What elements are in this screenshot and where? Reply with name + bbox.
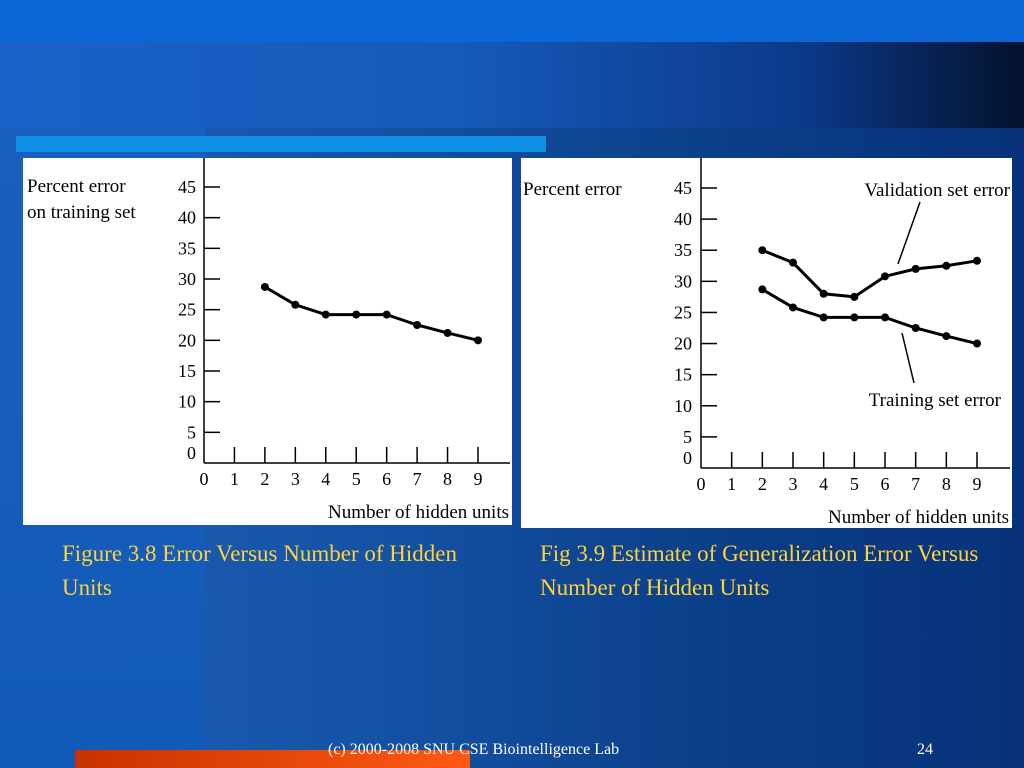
y-tick-label: 20: [178, 330, 196, 350]
footer-bar: [75, 750, 470, 768]
x-axis-label: Number of hidden units: [828, 507, 1009, 528]
x-tick-label: 1: [727, 474, 736, 494]
y-axis-label: Percent error: [523, 179, 622, 200]
y-tick-label: 35: [178, 238, 196, 258]
y-tick-label: 15: [674, 365, 692, 385]
x-tick-label: 6: [382, 469, 391, 489]
y-tick-label: 35: [674, 240, 692, 260]
series-point: [321, 310, 330, 319]
y-tick-label: 5: [187, 422, 196, 442]
series-point: [413, 321, 422, 329]
x-tick-label: 2: [758, 474, 767, 494]
x-tick-label: 6: [881, 474, 890, 494]
training-set-error-point: [758, 285, 767, 294]
caption-figure-3-8: Figure 3.8 Error Versus Number of Hidden…: [62, 541, 457, 600]
x-tick-label: 9: [973, 474, 982, 494]
y-axis-label: on training set: [27, 202, 136, 223]
y-tick-label: 0: [683, 448, 692, 468]
y-tick-label: 30: [674, 271, 692, 291]
y-tick-label: 25: [674, 302, 692, 322]
page-number: 24: [917, 741, 933, 758]
validation-set-error-point: [819, 289, 828, 298]
y-tick-label: 10: [178, 392, 196, 412]
training-set-error-point: [942, 332, 951, 341]
series-point: [474, 336, 482, 345]
series-point: [382, 310, 391, 319]
training-set-error-point: [850, 313, 859, 322]
y-tick-label: 20: [674, 334, 692, 354]
x-tick-label: 3: [789, 474, 798, 494]
chart-panel-generalization-error: 0 5 10 15 20 25 30 35 40 45 0 1 2 3 4 5 6 7 8 9 Percent erro…: [521, 158, 1012, 528]
x-tick-label: 8: [942, 474, 951, 494]
training-set-error-point: [819, 313, 828, 322]
x-tick-label: 0: [200, 469, 209, 489]
y-tick-label: 25: [178, 300, 196, 320]
y-tick-label: 15: [178, 361, 196, 381]
y-axis-label: Percent error: [27, 176, 126, 197]
series-point: [291, 300, 300, 309]
accent-bar: [16, 136, 546, 152]
x-tick-label: 5: [850, 474, 859, 494]
x-tick-label: 7: [413, 469, 422, 489]
top-strip: [0, 0, 1024, 42]
x-tick-label: 3: [291, 469, 300, 489]
validation-set-error-pointer: [897, 201, 921, 265]
x-tick-label: 0: [697, 474, 706, 494]
x-tick-label: 2: [260, 469, 269, 489]
chart-panel-training-error: 0 5 10 15 20 25 30 35 40 45 0 1 2 3 4 5 6 7 8 9 Percent erro…: [23, 158, 512, 525]
series-point: [260, 282, 269, 291]
y-tick-label: 30: [178, 269, 196, 289]
validation-set-error-line: [761, 248, 978, 299]
validation-set-error-label: Validation set error: [864, 180, 1010, 201]
y-tick-label: 40: [178, 208, 196, 228]
validation-set-error-point: [973, 256, 981, 265]
x-tick-label: 9: [474, 469, 483, 489]
training-set-error-line: [761, 288, 978, 346]
x-tick-label: 7: [911, 474, 920, 494]
training-set-error-pointer: [901, 332, 915, 384]
x-axis-label: Number of hidden units: [328, 502, 509, 523]
y-tick-label: 45: [178, 177, 196, 197]
x-tick-label: 4: [321, 469, 330, 489]
series-line: [264, 285, 479, 342]
x-tick-label: 4: [819, 474, 828, 494]
training-set-error-label: Training set error: [869, 390, 1002, 411]
training-set-error-point: [973, 339, 981, 348]
validation-set-error-point: [789, 258, 797, 267]
validation-set-error-point: [758, 246, 767, 255]
footer-credit: (c) 2000-2008 SNU CSE Biointelligence La…: [328, 741, 620, 758]
caption-figure-3-9: Fig 3.9 Estimate of Generalization Error…: [540, 541, 979, 600]
validation-set-error-point: [942, 261, 951, 270]
training-set-error-point: [789, 303, 797, 312]
x-tick-label: 8: [443, 469, 452, 489]
y-tick-label: 40: [674, 209, 692, 229]
y-tick-label: 45: [674, 178, 692, 198]
x-tick-label: 1: [230, 469, 239, 489]
training-set-error-point: [881, 313, 889, 322]
y-tick-label: 0: [187, 443, 196, 463]
series-point: [443, 328, 452, 337]
validation-set-error-point: [850, 292, 859, 301]
y-tick-label: 5: [683, 427, 692, 447]
y-tick-label: 10: [674, 396, 692, 416]
validation-set-error-point: [881, 272, 889, 281]
x-tick-label: 5: [352, 469, 361, 489]
training-set-error-point: [911, 324, 920, 332]
series-point: [352, 310, 361, 319]
validation-set-error-point: [911, 264, 920, 273]
